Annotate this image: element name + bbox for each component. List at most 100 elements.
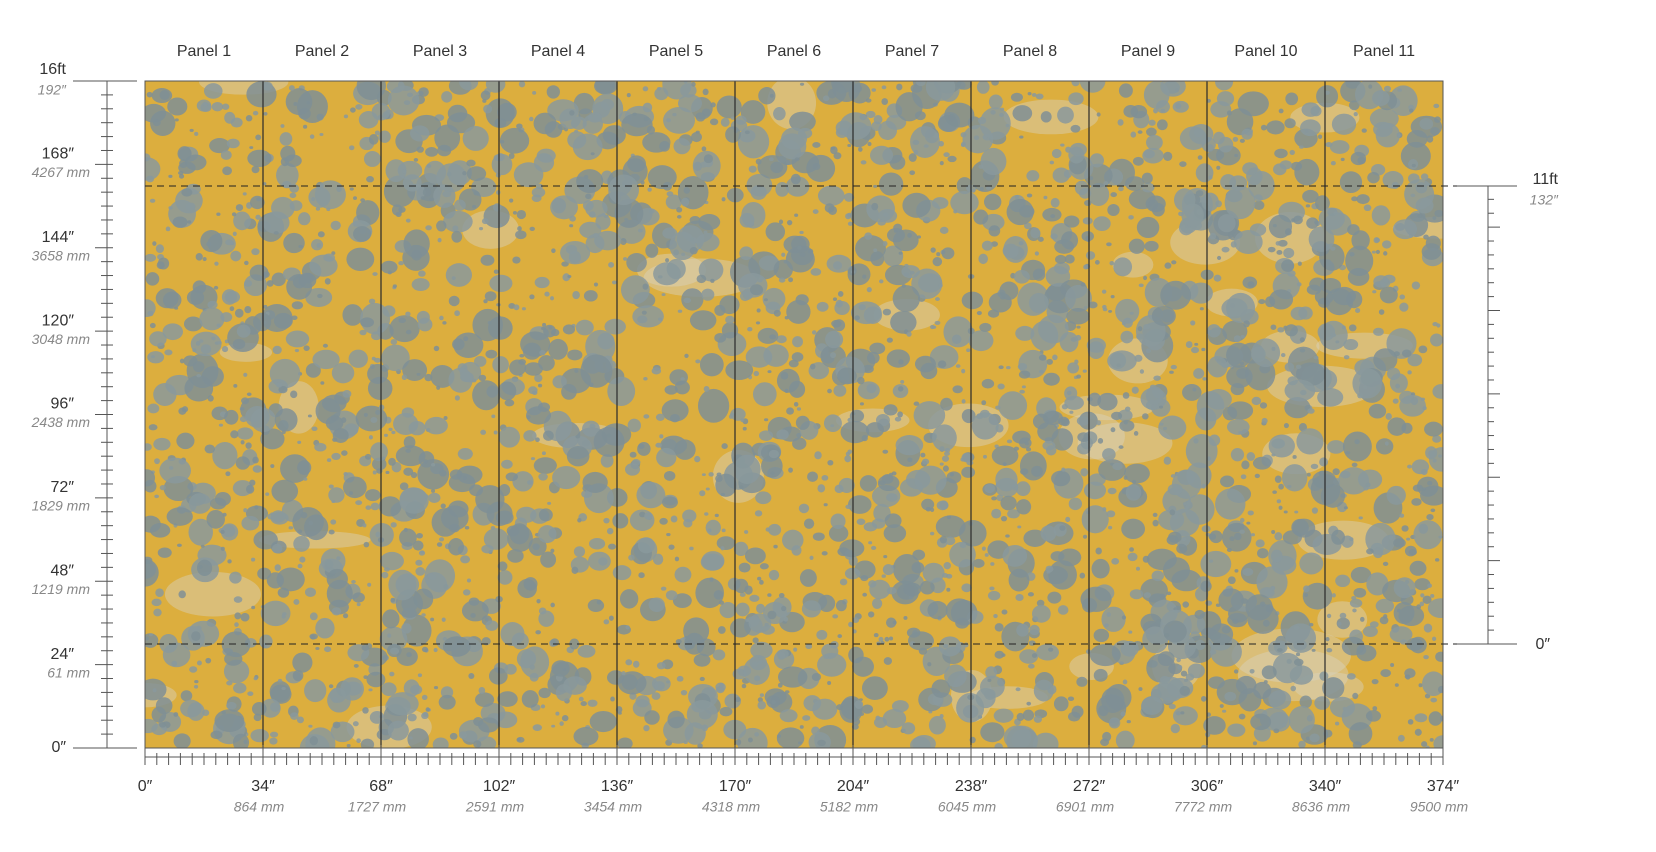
stone [314, 180, 346, 210]
stone [725, 360, 754, 381]
stone [492, 356, 509, 374]
stone [252, 456, 259, 464]
stone [1130, 131, 1137, 138]
stone [360, 317, 375, 328]
stone [227, 559, 232, 564]
stone [1199, 307, 1204, 311]
stone [1012, 105, 1033, 122]
stone [877, 219, 886, 226]
stone [1352, 608, 1357, 613]
stone [512, 256, 521, 264]
stone [537, 402, 551, 412]
left-top-inches: 192″ [38, 82, 67, 98]
stone [1437, 685, 1443, 694]
stone [1384, 441, 1389, 446]
stone [756, 603, 765, 614]
stone [781, 252, 786, 257]
stone [346, 247, 375, 271]
stone [1016, 712, 1025, 721]
stone [1322, 677, 1345, 699]
stone [909, 641, 916, 646]
stone [947, 155, 957, 163]
stone [194, 131, 199, 136]
stone [253, 312, 272, 332]
stone [552, 466, 581, 490]
stone [816, 629, 828, 640]
stone [961, 368, 966, 374]
stone [814, 451, 822, 460]
stone [659, 140, 670, 152]
stone [1123, 105, 1138, 118]
stone [458, 731, 468, 739]
stone [1318, 207, 1345, 230]
stone [976, 81, 990, 94]
stone [350, 107, 356, 113]
stone [625, 625, 630, 630]
stone [1427, 598, 1443, 618]
stone [937, 360, 947, 369]
stone [939, 535, 947, 544]
stone [206, 509, 225, 529]
stone [716, 536, 736, 550]
stone [481, 544, 494, 554]
stone [1088, 301, 1098, 309]
stone [882, 709, 907, 729]
stone [524, 362, 543, 376]
stone [314, 442, 327, 452]
stone [145, 558, 159, 587]
stone [1142, 626, 1169, 654]
stone [866, 351, 880, 364]
right-feet: 11ft [1533, 171, 1559, 188]
stone [501, 459, 513, 469]
stone [162, 323, 184, 341]
stone [875, 715, 881, 721]
stone [776, 335, 787, 344]
stone [1283, 247, 1295, 259]
stone [326, 458, 332, 462]
stone [1303, 585, 1310, 593]
stone [1240, 598, 1249, 604]
stone [302, 124, 308, 129]
stone [212, 441, 238, 470]
stone [220, 546, 225, 551]
stone [1394, 683, 1399, 687]
stone [1153, 375, 1161, 381]
stone [838, 477, 855, 493]
stone [1375, 237, 1381, 243]
stone [859, 711, 865, 716]
stone [1273, 728, 1280, 734]
stone [480, 429, 487, 435]
stone [1319, 457, 1328, 467]
stone [572, 133, 603, 161]
stone [494, 711, 518, 729]
stone [617, 737, 633, 748]
stone [773, 259, 793, 280]
stone [1385, 413, 1392, 420]
stone [1432, 384, 1443, 399]
stone [1216, 165, 1221, 170]
stone [528, 386, 538, 395]
stone [699, 352, 724, 377]
stone [1263, 680, 1268, 684]
stone [370, 442, 388, 462]
stone [832, 81, 861, 102]
stone [1335, 574, 1351, 588]
stone [1274, 475, 1282, 483]
stone [714, 513, 719, 518]
stone [329, 687, 346, 703]
stone [1083, 481, 1107, 500]
stone [1107, 487, 1117, 495]
stone [867, 141, 872, 147]
stone [1043, 195, 1048, 200]
stone [886, 349, 910, 368]
stone [263, 111, 268, 116]
stone [1077, 432, 1091, 443]
stone [881, 98, 889, 105]
stone [577, 645, 596, 658]
stone [1217, 214, 1236, 233]
stone [1014, 195, 1019, 200]
stone [889, 154, 906, 170]
stone [1120, 330, 1134, 344]
stone [1168, 703, 1176, 710]
stone [740, 418, 745, 423]
